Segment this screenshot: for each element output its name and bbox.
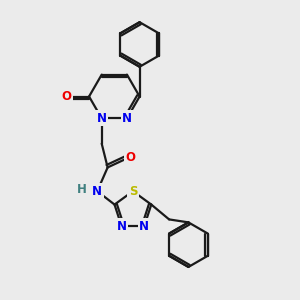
Text: N: N xyxy=(122,112,132,125)
Text: N: N xyxy=(139,220,149,232)
Text: N: N xyxy=(97,112,107,125)
Text: N: N xyxy=(117,220,127,232)
Text: O: O xyxy=(125,151,135,164)
Text: O: O xyxy=(62,90,72,103)
Text: N: N xyxy=(92,185,102,198)
Text: H: H xyxy=(77,183,87,196)
Text: S: S xyxy=(129,185,137,198)
